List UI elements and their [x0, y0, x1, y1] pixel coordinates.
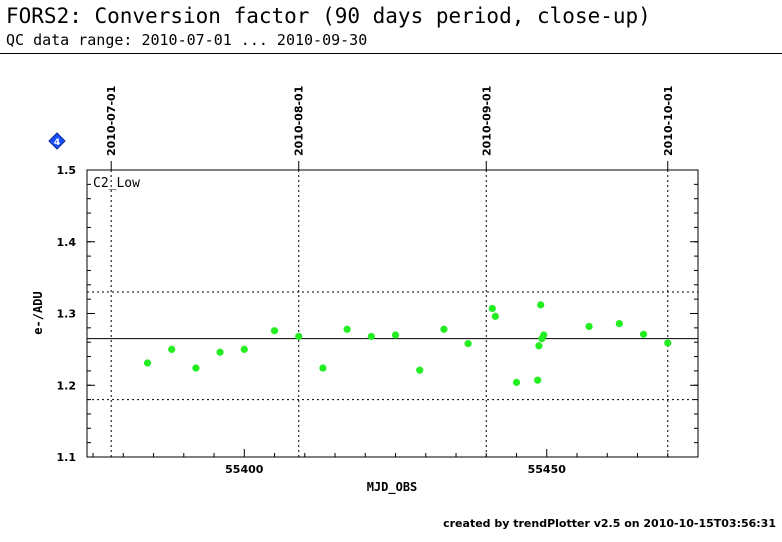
x-axis-label: MJD_OBS	[367, 480, 418, 495]
data-point	[585, 322, 593, 331]
badge-number: 4	[54, 138, 60, 148]
badge-icon: 4	[48, 132, 66, 150]
reference-line-layer	[87, 291, 698, 401]
data-point	[535, 342, 543, 350]
data-point	[664, 339, 672, 347]
header-divider	[0, 53, 782, 54]
data-point	[491, 312, 499, 320]
date-tick-label: 2010-10-01	[662, 86, 675, 156]
data-point	[295, 332, 303, 341]
axis-layer: 1.1 1.2 1.3 1.4 1.5 55400 55450	[57, 164, 699, 476]
data-point	[464, 340, 472, 348]
data-point	[143, 359, 152, 367]
data-point	[512, 378, 521, 386]
page-subtitle: QC data range: 2010-07-01 ... 2010-09-30	[6, 31, 368, 49]
data-point	[367, 332, 375, 341]
data-point	[168, 345, 176, 353]
date-tick-label: 2010-08-01	[293, 86, 306, 156]
data-point	[639, 330, 648, 338]
plot-frame	[86, 169, 699, 458]
date-tick-layer: 2010-07-01 2010-08-01 2010-09-01 2010-10-01	[105, 86, 675, 457]
data-point-layer	[143, 301, 672, 386]
y-tick-label: 1.4	[57, 236, 77, 249]
data-point	[440, 325, 448, 333]
panel-label: C2_Low	[93, 176, 140, 191]
y-tick-label: 1.1	[57, 451, 77, 464]
data-point	[537, 301, 545, 309]
data-point	[488, 304, 496, 313]
page-title: FORS2: Conversion factor (90 days period…	[6, 4, 651, 28]
data-point	[216, 348, 224, 356]
y-tick-label: 1.3	[57, 308, 77, 321]
x-tick-label: 55450	[528, 463, 567, 476]
data-point	[416, 366, 424, 374]
date-tick-label: 2010-09-01	[480, 86, 493, 156]
data-point	[391, 331, 400, 339]
data-point	[540, 331, 548, 339]
date-tick-label: 2010-07-01	[105, 86, 118, 156]
y-axis-label: e-/ADU	[31, 291, 45, 334]
footer-credit: created by trendPlotter v2.5 on 2010-10-…	[443, 517, 776, 530]
data-point	[270, 327, 279, 335]
x-tick-label: 55400	[225, 463, 264, 476]
y-tick-label: 1.5	[57, 164, 77, 177]
y-tick-label: 1.2	[57, 379, 77, 392]
data-point	[240, 345, 248, 353]
data-point	[534, 376, 542, 384]
data-point	[192, 364, 200, 372]
data-point	[319, 364, 327, 372]
data-point	[615, 319, 623, 328]
data-point	[343, 325, 351, 333]
